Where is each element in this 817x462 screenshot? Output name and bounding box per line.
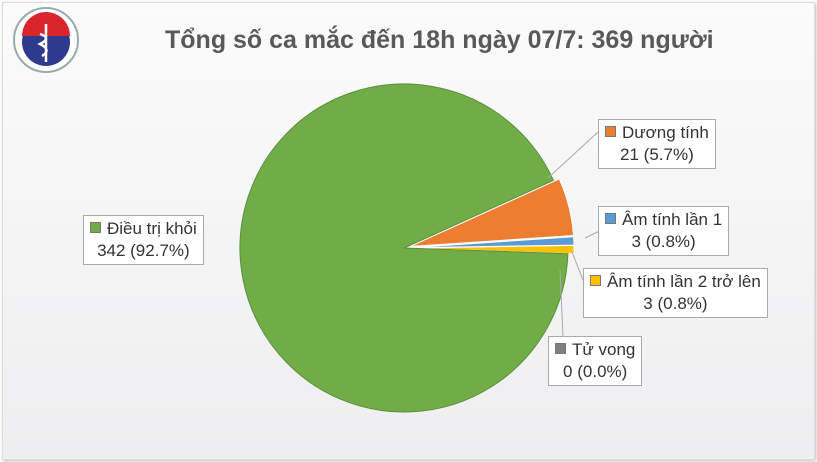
slice-name: Âm tính lần 1 [622, 210, 723, 229]
slice-name: Âm tính lần 2 trở lên [607, 272, 761, 291]
slice-name: Dương tính [622, 123, 709, 142]
data-label-4: Tử vong 0 (0.0%) [548, 336, 643, 386]
leader-line-3 [571, 251, 586, 286]
slice-value: 0 (0.0%) [563, 362, 628, 381]
data-label-3: Âm tính lần 2 trở lên 3 (0.8%) [583, 268, 768, 318]
pie-slice-0 [239, 83, 569, 413]
slice-value: 342 (92.7%) [97, 241, 190, 260]
slice-value: 3 (0.8%) [643, 294, 708, 313]
data-label-0: Điều trị khỏi 342 (92.7%) [83, 215, 204, 265]
slice-name: Tử vong [572, 340, 636, 359]
ministry-of-health-logo [13, 7, 79, 73]
chart-title: Tổng số ca mắc đến 18h ngày 07/7: 369 ng… [165, 26, 714, 54]
leader-line-1 [547, 131, 599, 179]
pie-slice-1 [409, 178, 574, 248]
pie-slice-2 [409, 236, 575, 249]
legend-swatch [90, 222, 101, 233]
legend-swatch [605, 213, 616, 224]
legend-swatch [590, 275, 601, 286]
data-label-1: Dương tính 21 (5.7%) [598, 119, 716, 169]
slice-value: 21 (5.7%) [620, 145, 694, 164]
data-label-2: Âm tính lần 1 3 (0.8%) [598, 206, 730, 256]
slice-name: Điều trị khỏi [107, 219, 197, 238]
slice-value: 3 (0.8%) [631, 232, 696, 251]
leader-line-4 [559, 269, 564, 337]
legend-swatch [555, 343, 566, 354]
legend-swatch [605, 126, 616, 137]
